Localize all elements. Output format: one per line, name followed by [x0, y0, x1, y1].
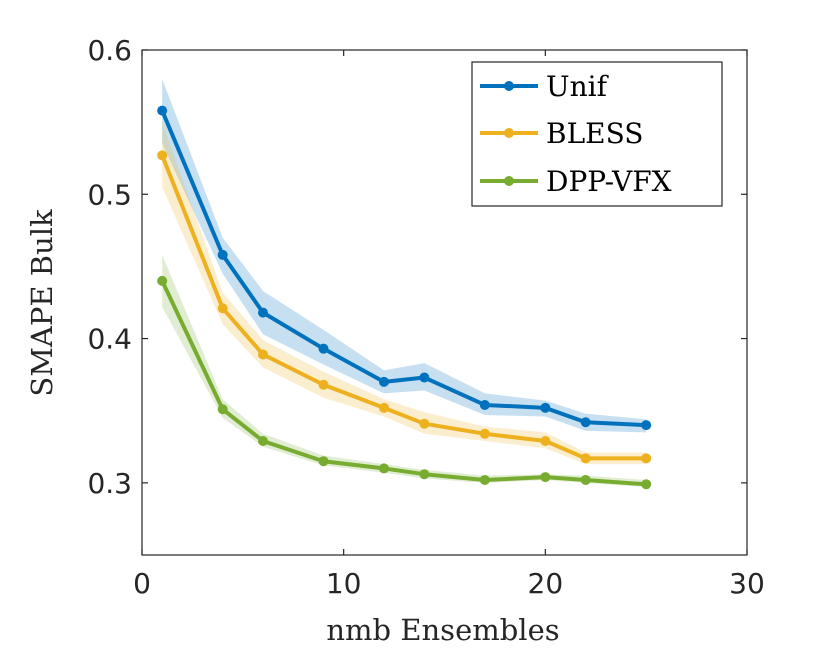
point-bless [479, 428, 490, 439]
point-dpp-vfx [318, 456, 329, 467]
line-dpp-vfx [160, 280, 647, 487]
point-bless [419, 418, 430, 429]
x-axis-label: nmb Ensembles [326, 613, 559, 647]
point-unif [258, 307, 268, 318]
legend-marker-bless [504, 128, 514, 138]
point-bless [157, 150, 168, 161]
x-tick-label: 10 [326, 567, 362, 600]
point-unif [157, 105, 168, 116]
point-bless [217, 303, 228, 314]
point-unif [641, 420, 652, 431]
y-tick-label: 0.3 [87, 467, 132, 500]
legend-label-bless: BLESS [546, 117, 643, 150]
point-unif [580, 417, 591, 428]
point-dpp-vfx [540, 472, 551, 483]
legend-entry-bless: BLESS [480, 117, 643, 150]
point-dpp-vfx [258, 436, 268, 447]
y-tick-label: 0.4 [87, 323, 132, 356]
point-bless [641, 453, 652, 464]
legend-label-dpp-vfx: DPP-VFX [546, 165, 672, 198]
point-unif [479, 399, 490, 410]
y-axis-label: SMAPE Bulk [25, 209, 59, 397]
point-dpp-vfx [419, 469, 430, 480]
series-lines [160, 109, 647, 487]
x-tick-label: 30 [729, 567, 765, 600]
point-bless [379, 402, 389, 413]
point-dpp-vfx [641, 479, 652, 490]
point-unif [419, 372, 430, 383]
legend-entry-dpp-vfx: DPP-VFX [480, 165, 672, 198]
axes [141, 49, 748, 556]
series-points [157, 105, 652, 490]
point-unif [540, 402, 551, 413]
y-tick-label: 0.6 [87, 34, 132, 67]
x-tick-label: 0 [133, 567, 151, 600]
legend-marker-unif [504, 81, 514, 91]
y-tick-label: 0.5 [87, 178, 132, 211]
point-bless [540, 436, 551, 447]
line-bless [160, 154, 647, 461]
point-dpp-vfx [157, 275, 168, 286]
confidence-bands [162, 78, 647, 488]
point-dpp-vfx [479, 474, 490, 485]
point-dpp-vfx [580, 474, 591, 485]
plot-frame [141, 49, 748, 556]
point-bless [258, 349, 268, 360]
point-unif [318, 343, 329, 354]
legend-label-unif: Unif [546, 70, 610, 103]
band-unif [162, 78, 647, 433]
point-bless [318, 379, 329, 390]
legend-marker-dpp-vfx [504, 176, 514, 186]
x-tick-label: 20 [528, 567, 564, 600]
point-dpp-vfx [379, 463, 389, 474]
line-unif [160, 109, 647, 428]
point-dpp-vfx [217, 404, 228, 415]
legend-entry-unif: Unif [480, 70, 610, 103]
legend: Unif BLESS DPP-VFX [471, 61, 723, 207]
point-bless [580, 453, 591, 464]
point-unif [379, 376, 389, 387]
point-unif [217, 249, 228, 260]
tick-labels: 0 10 20 30 0.3 0.4 0.5 0.6 [87, 34, 764, 600]
